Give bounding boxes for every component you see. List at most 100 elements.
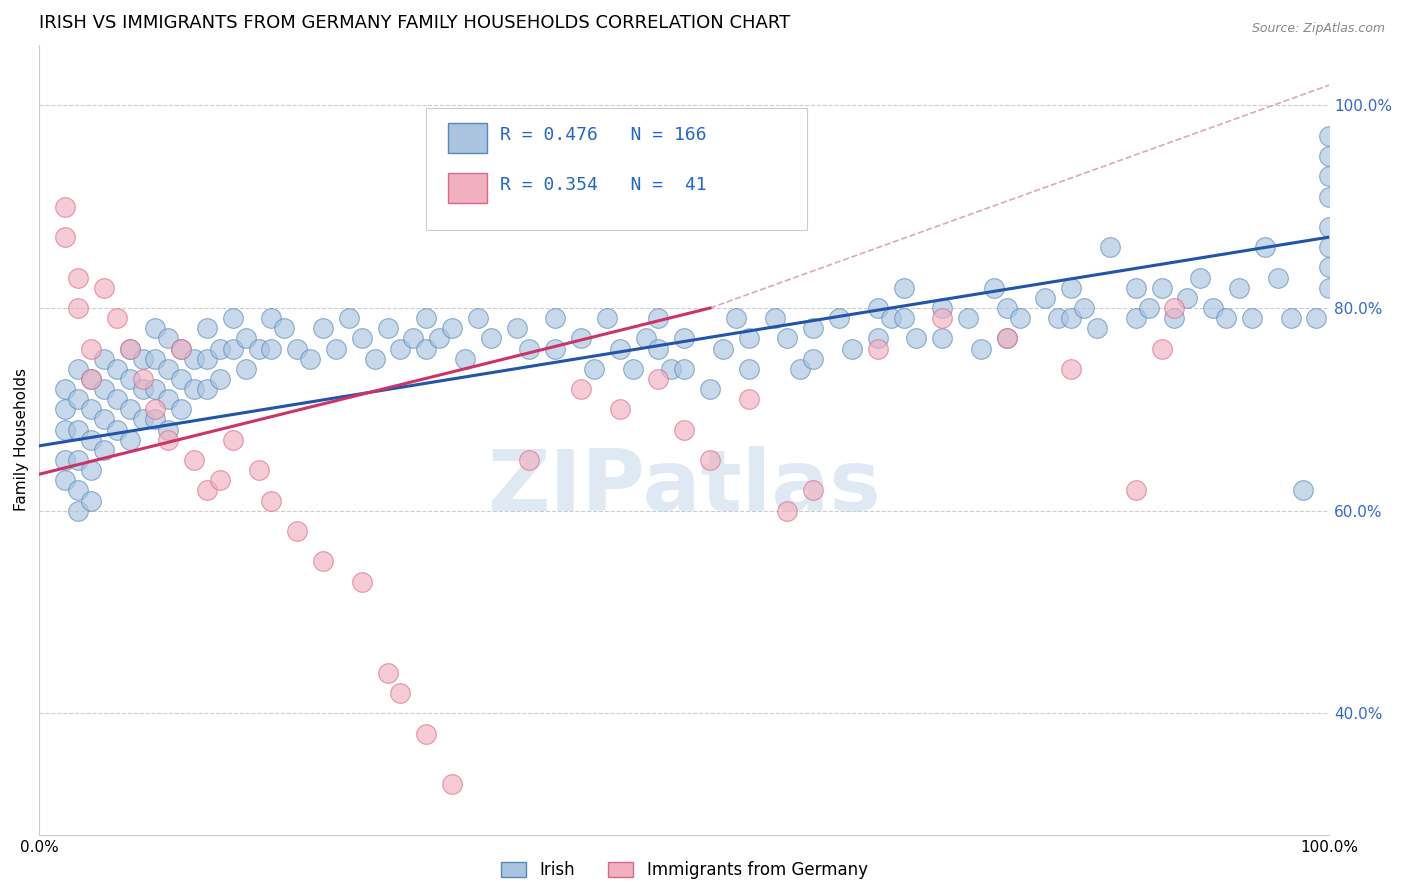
Point: [621, 361, 644, 376]
Point: [505, 321, 527, 335]
Point: [183, 453, 205, 467]
Point: [53, 230, 76, 244]
Point: [1060, 361, 1083, 376]
Point: [66, 423, 89, 437]
Point: [866, 342, 889, 356]
Point: [105, 361, 128, 376]
Point: [118, 402, 141, 417]
Point: [866, 331, 889, 345]
Point: [519, 453, 541, 467]
Point: [1202, 301, 1225, 315]
Point: [724, 311, 747, 326]
Point: [222, 311, 245, 326]
Point: [131, 372, 153, 386]
Point: [118, 372, 141, 386]
Point: [776, 504, 799, 518]
Point: [1073, 301, 1095, 315]
Point: [222, 433, 245, 447]
Point: [828, 311, 851, 326]
Point: [609, 342, 631, 356]
Point: [801, 483, 824, 498]
Point: [1267, 270, 1289, 285]
Point: [247, 463, 270, 477]
Point: [596, 311, 619, 326]
Point: [634, 331, 657, 345]
Point: [1317, 149, 1340, 163]
FancyBboxPatch shape: [449, 172, 486, 202]
Point: [905, 331, 928, 345]
Point: [789, 361, 811, 376]
Point: [222, 342, 245, 356]
Point: [208, 342, 231, 356]
Point: [80, 402, 103, 417]
Point: [738, 361, 761, 376]
Text: Source: ZipAtlas.com: Source: ZipAtlas.com: [1251, 22, 1385, 36]
Point: [170, 402, 193, 417]
Point: [569, 382, 592, 396]
Point: [325, 342, 347, 356]
Point: [441, 321, 464, 335]
Point: [569, 331, 592, 345]
Point: [312, 554, 335, 568]
Point: [170, 372, 193, 386]
Text: ZIPatlas: ZIPatlas: [488, 446, 882, 529]
Point: [170, 342, 193, 356]
Point: [145, 382, 167, 396]
Point: [983, 281, 1005, 295]
Point: [350, 331, 373, 345]
Point: [776, 331, 799, 345]
Point: [183, 382, 205, 396]
Point: [970, 342, 993, 356]
Point: [415, 726, 437, 740]
Point: [285, 524, 308, 538]
Point: [53, 402, 76, 417]
Point: [260, 342, 283, 356]
Point: [53, 382, 76, 396]
Point: [699, 382, 721, 396]
Point: [377, 665, 399, 680]
Point: [66, 483, 89, 498]
Point: [738, 392, 761, 407]
Point: [1150, 281, 1173, 295]
Point: [454, 351, 477, 366]
Point: [53, 423, 76, 437]
Point: [931, 311, 953, 326]
Point: [1098, 240, 1121, 254]
Point: [1317, 219, 1340, 234]
Point: [157, 361, 180, 376]
Point: [1292, 483, 1315, 498]
Point: [93, 281, 115, 295]
Point: [738, 331, 761, 345]
FancyBboxPatch shape: [449, 123, 486, 153]
Point: [763, 311, 786, 326]
Point: [544, 342, 567, 356]
Point: [931, 301, 953, 315]
Point: [467, 311, 489, 326]
Point: [1035, 291, 1057, 305]
Point: [235, 331, 257, 345]
Point: [1175, 291, 1198, 305]
Point: [1317, 260, 1340, 275]
Point: [1317, 281, 1340, 295]
Point: [1305, 311, 1327, 326]
Point: [1215, 311, 1237, 326]
Point: [93, 412, 115, 426]
Point: [441, 777, 464, 791]
Point: [208, 473, 231, 487]
Point: [53, 453, 76, 467]
Point: [53, 200, 76, 214]
Point: [661, 361, 683, 376]
Point: [105, 392, 128, 407]
Point: [131, 382, 153, 396]
Point: [389, 686, 412, 700]
Point: [893, 281, 915, 295]
Point: [312, 321, 335, 335]
Point: [995, 331, 1018, 345]
Point: [145, 412, 167, 426]
Point: [699, 453, 721, 467]
Point: [80, 372, 103, 386]
Point: [80, 342, 103, 356]
Point: [183, 351, 205, 366]
Text: R = 0.476   N = 166: R = 0.476 N = 166: [499, 127, 706, 145]
Point: [1060, 281, 1083, 295]
